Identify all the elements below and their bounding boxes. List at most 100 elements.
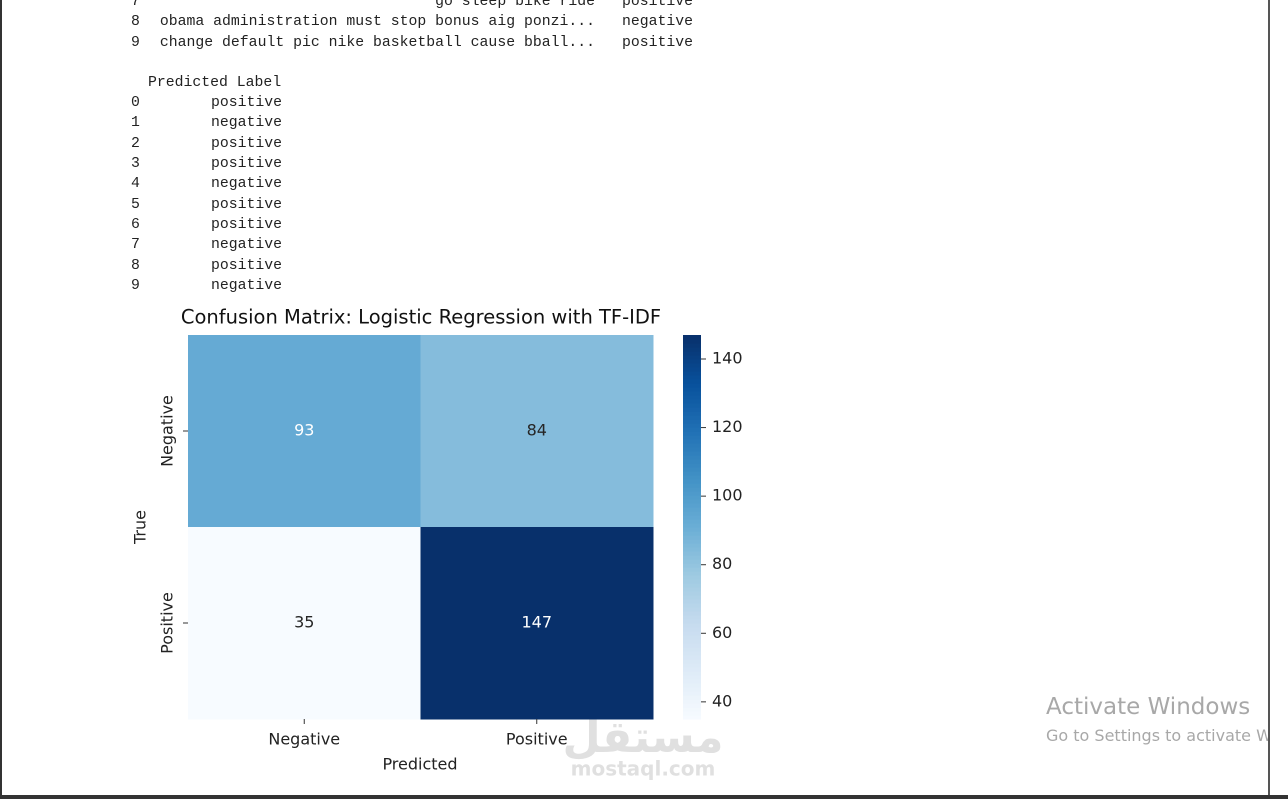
watermark-site: mostaql.com	[571, 757, 716, 781]
cell-label: 84	[527, 421, 547, 440]
colorbar-segment	[683, 527, 701, 532]
row-index: 0	[131, 95, 140, 111]
colorbar-segment	[683, 559, 701, 564]
y-axis-label: True	[131, 510, 150, 545]
watermark-logo: مستقل	[563, 712, 724, 763]
colorbar-segment	[683, 583, 701, 588]
cell-label: 93	[294, 421, 314, 440]
colorbar-segment	[683, 363, 701, 368]
colorbar-segment	[683, 383, 701, 388]
colorbar-segment	[683, 627, 701, 632]
x-tick-label: Positive	[506, 730, 568, 749]
colorbar-tick-label: 40	[712, 691, 732, 710]
colorbar-tick-label: 140	[712, 349, 743, 368]
colorbar-segment	[683, 603, 701, 608]
colorbar-segment	[683, 475, 701, 480]
row-index: 2	[131, 135, 140, 152]
row-index: 7	[131, 0, 140, 10]
colorbar-segment	[683, 671, 701, 676]
colorbar-segment	[683, 679, 701, 684]
row-index: 7	[131, 237, 140, 254]
row-label: positive	[211, 95, 283, 111]
heatmap-cell	[420, 527, 654, 720]
colorbar-segment	[683, 511, 701, 516]
cell-label: 147	[521, 613, 552, 632]
colorbar-segment	[683, 375, 701, 380]
colorbar-tick-label: 100	[712, 486, 743, 505]
chart-title: Confusion Matrix: Logistic Regression wi…	[181, 306, 661, 329]
row-label: positive	[211, 217, 283, 234]
colorbar-segment	[683, 451, 701, 456]
row-label: positive	[622, 0, 694, 10]
row-label: negative	[211, 115, 283, 132]
colorbar-segment	[683, 359, 701, 364]
colorbar-tick-label: 60	[712, 623, 732, 642]
heatmap-cell	[420, 335, 654, 528]
colorbar-segment	[683, 419, 701, 424]
colorbar-segment	[683, 431, 701, 436]
colorbar-segment	[683, 351, 701, 356]
colorbar-segment	[683, 647, 701, 652]
activation-title: Activate Windows	[1046, 694, 1251, 720]
colorbar-segment	[683, 707, 701, 712]
colorbar-segment	[683, 467, 701, 472]
colorbar-segment	[683, 471, 701, 476]
colorbar-segment	[683, 563, 701, 568]
colorbar-segment	[683, 443, 701, 448]
row-index: 5	[131, 196, 140, 213]
colorbar-segment	[683, 643, 701, 648]
colorbar-segment	[683, 379, 701, 384]
colorbar-segment	[683, 571, 701, 576]
row-index: 3	[131, 156, 140, 173]
colorbar-segment	[683, 631, 701, 636]
colorbar-segment	[683, 499, 701, 504]
colorbar-tick-label: 120	[712, 417, 743, 436]
colorbar-segment	[683, 615, 701, 620]
colorbar-segment	[683, 367, 701, 372]
colorbar-segment	[683, 711, 701, 716]
x-axis-label: Predicted	[382, 755, 457, 774]
colorbar-segment	[683, 347, 701, 352]
colorbar-segment	[683, 611, 701, 616]
row-index: 6	[131, 217, 140, 234]
colorbar-segment	[683, 599, 701, 604]
colorbar-segment	[683, 391, 701, 396]
colorbar-segment	[683, 587, 701, 592]
row-text: change default pic nike basketball cause…	[159, 34, 595, 51]
colorbar-segment	[683, 663, 701, 668]
colorbar-segment	[683, 507, 701, 512]
colorbar-segment	[683, 339, 701, 344]
cell-label: 35	[294, 613, 314, 632]
colorbar-segment	[683, 523, 701, 528]
x-tick-label: Negative	[268, 730, 340, 749]
row-index: 8	[131, 257, 140, 274]
colorbar-segment	[683, 667, 701, 672]
colorbar-segment	[683, 639, 701, 644]
colorbar-segment	[683, 399, 701, 404]
y-tick-label: Positive	[158, 592, 177, 654]
colorbar-segment	[683, 483, 701, 488]
colorbar-segment	[683, 515, 701, 520]
colorbar-segment	[683, 687, 701, 692]
row-label: negative	[211, 237, 283, 254]
colorbar-segment	[683, 595, 701, 600]
heatmap-cell	[188, 527, 421, 720]
row-label: positive	[622, 34, 694, 51]
colorbar-segment	[683, 547, 701, 552]
colorbar-segment	[683, 691, 701, 696]
colorbar-segment	[683, 623, 701, 628]
colorbar-segment	[683, 651, 701, 656]
colorbar-segment	[683, 343, 701, 348]
colorbar-segment	[683, 335, 701, 340]
row-text: obama administration must stop bonus aig…	[159, 14, 595, 31]
row-label: negative	[211, 278, 283, 295]
colorbar-segment	[683, 699, 701, 704]
colorbar-segment	[683, 495, 701, 500]
colorbar-segment	[683, 591, 701, 596]
colorbar-segment	[683, 535, 701, 540]
frame	[0, 0, 2, 799]
colorbar-segment	[683, 555, 701, 560]
colorbar-segment	[683, 675, 701, 680]
